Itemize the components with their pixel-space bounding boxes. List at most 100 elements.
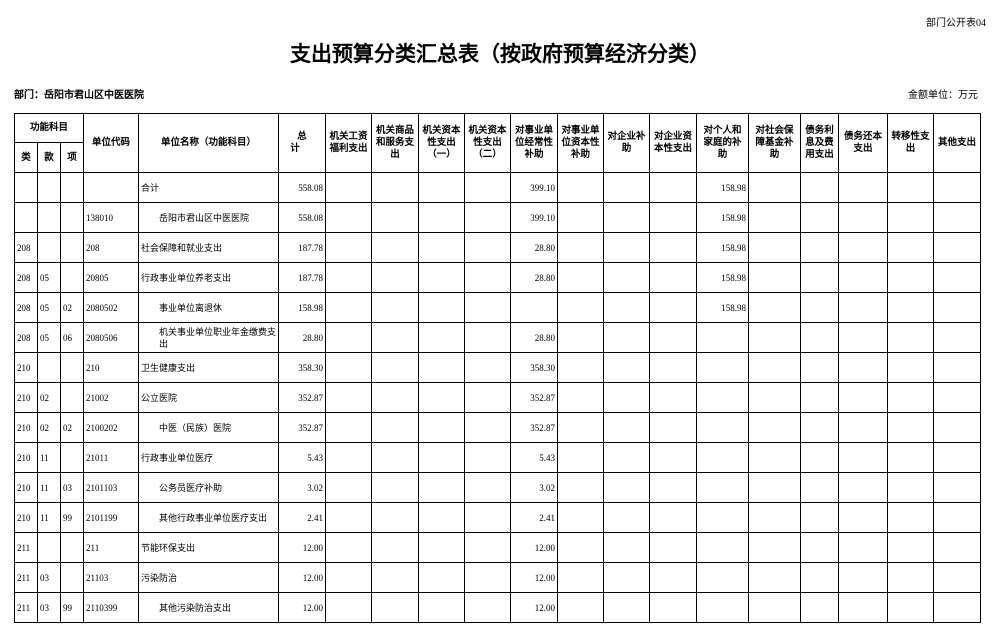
table-cell	[59, 262, 85, 293]
table-cell: 公务员医疗补助	[138, 472, 280, 503]
table-cell: 02	[37, 382, 61, 413]
table-cell: 558.08	[278, 202, 327, 233]
table-cell: 158.98	[696, 172, 750, 203]
table-cell	[838, 472, 889, 503]
table-cell: 21011	[83, 442, 140, 473]
table-cell: 2080502	[83, 292, 140, 323]
table-cell: 2110399	[83, 592, 140, 623]
table-cell	[800, 442, 840, 473]
table-cell	[371, 472, 420, 503]
table-cell: 中医（民族）医院	[138, 412, 280, 443]
table-cell	[371, 202, 420, 233]
table-cell	[933, 472, 982, 503]
table-cell	[800, 532, 840, 563]
table-cell	[933, 232, 982, 263]
table-cell: 358.30	[510, 352, 559, 383]
table-cell: 12.00	[278, 562, 327, 593]
table-cell	[557, 232, 605, 263]
table-cell	[603, 232, 651, 263]
table-cell: 02	[59, 292, 85, 323]
table-cell	[748, 322, 802, 353]
table-cell	[838, 442, 889, 473]
table-cell	[933, 532, 982, 563]
table-cell	[418, 232, 466, 263]
department: 部门：岳阳市君山区中医医院	[14, 90, 144, 101]
table-cell	[649, 592, 698, 623]
table-cell	[748, 532, 802, 563]
table-cell	[603, 532, 651, 563]
table-cell: 12.00	[278, 592, 327, 623]
column-header: 对事业单位资本性补助	[557, 113, 605, 173]
table-cell	[325, 292, 373, 323]
table-cell	[649, 502, 698, 533]
table-cell	[603, 352, 651, 383]
table-cell	[603, 262, 651, 293]
table-row: 211 03 21103 污染防治 12.00 12.00	[14, 562, 982, 593]
table-cell: 3.02	[278, 472, 327, 503]
table-cell	[696, 442, 750, 473]
table-cell	[933, 592, 982, 623]
table-cell	[464, 322, 512, 353]
table-cell	[557, 382, 605, 413]
table-cell	[649, 382, 698, 413]
table-cell: 卫生健康支出	[138, 352, 280, 383]
table-cell	[748, 562, 802, 593]
table-cell	[464, 232, 512, 263]
table-cell	[887, 352, 935, 383]
table-cell	[838, 262, 889, 293]
table-cell: 节能环保支出	[138, 532, 280, 563]
table-cell	[838, 532, 889, 563]
table-cell	[800, 562, 840, 593]
table-cell	[838, 502, 889, 533]
table-cell: 2101103	[83, 472, 140, 503]
table-cell	[59, 232, 85, 263]
table-cell	[418, 472, 466, 503]
table-cell: 03	[37, 562, 61, 593]
table-cell: 其他污染防治支出	[138, 592, 280, 623]
table-cell	[371, 502, 420, 533]
table-cell: 11	[37, 502, 61, 533]
table-cell	[649, 442, 698, 473]
table-cell	[649, 262, 698, 293]
table-cell	[603, 172, 651, 203]
table-cell	[603, 562, 651, 593]
table-cell	[748, 202, 802, 233]
table-cell: 2100202	[83, 412, 140, 443]
table-cell	[696, 502, 750, 533]
table-cell	[325, 322, 373, 353]
table-cell	[838, 562, 889, 593]
table-cell	[371, 172, 420, 203]
table-cell: 2.41	[510, 502, 559, 533]
table-cell: 138010	[83, 202, 140, 233]
table-cell: 03	[37, 592, 61, 623]
table-cell: 12.00	[510, 532, 559, 563]
table-cell	[649, 292, 698, 323]
table-cell	[557, 322, 605, 353]
table-cell	[371, 232, 420, 263]
table-cell: 99	[59, 592, 85, 623]
table-cell	[371, 352, 420, 383]
table-cell: 210	[14, 442, 38, 473]
table-cell	[887, 532, 935, 563]
table-cell	[838, 382, 889, 413]
table-cell	[933, 202, 982, 233]
table-cell	[603, 322, 651, 353]
table-row: 208 05 06 2080506 机关事业单位职业年金缴费支出 28.80 28.80	[14, 322, 982, 353]
table-cell	[59, 202, 85, 233]
table-cell: 399.10	[510, 202, 559, 233]
table-cell: 28.80	[510, 322, 559, 353]
table-cell	[603, 472, 651, 503]
table-cell: 158.98	[696, 262, 750, 293]
table-cell	[418, 412, 466, 443]
table-row: 210 11 03 2101103 公务员医疗补助 3.02 3.02	[14, 472, 982, 503]
column-header: 机关资本性支出（二）	[464, 113, 512, 173]
table-cell	[649, 412, 698, 443]
table-cell	[557, 472, 605, 503]
table-cell	[649, 322, 698, 353]
table-cell: 208	[83, 232, 140, 263]
table-cell	[649, 202, 698, 233]
table-cell	[800, 172, 840, 203]
table-cell	[649, 352, 698, 383]
table-cell	[418, 322, 466, 353]
table-cell	[649, 532, 698, 563]
